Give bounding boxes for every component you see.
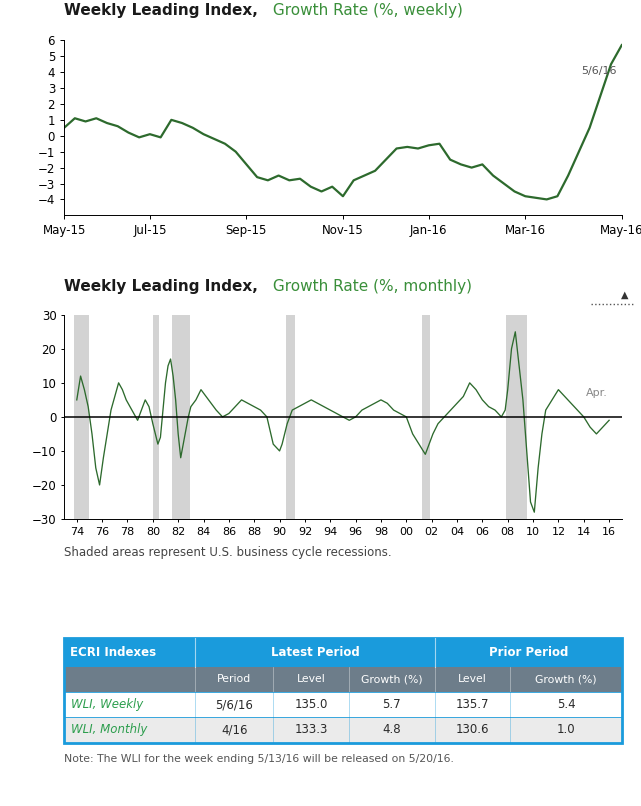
- Text: Growth (%): Growth (%): [361, 675, 422, 684]
- Text: ECRI Indexes: ECRI Indexes: [70, 646, 156, 659]
- Text: 5/6/16: 5/6/16: [581, 66, 617, 76]
- Text: 5/6/16: 5/6/16: [215, 698, 253, 711]
- Text: 5.4: 5.4: [556, 698, 576, 711]
- Text: Growth Rate (%, monthly): Growth Rate (%, monthly): [268, 280, 472, 294]
- Text: Weekly Leading Index,: Weekly Leading Index,: [64, 2, 258, 18]
- Bar: [506, 315, 527, 519]
- Text: WLI, Monthly: WLI, Monthly: [71, 724, 147, 737]
- Text: Level: Level: [297, 675, 325, 684]
- Text: Note: The WLI for the week ending 5/13/16 will be released on 5/20/16.: Note: The WLI for the week ending 5/13/1…: [64, 754, 454, 764]
- Text: ▲: ▲: [620, 289, 628, 300]
- Text: 1.0: 1.0: [556, 724, 576, 737]
- Bar: [153, 315, 159, 519]
- Text: 135.0: 135.0: [294, 698, 328, 711]
- Text: 135.7: 135.7: [456, 698, 489, 711]
- Text: 5.7: 5.7: [383, 698, 401, 711]
- Bar: [74, 315, 90, 519]
- Text: WLI, Weekly: WLI, Weekly: [71, 698, 143, 711]
- Text: Growth (%): Growth (%): [535, 675, 597, 684]
- Text: Prior Period: Prior Period: [488, 646, 568, 659]
- Bar: [64, 638, 622, 667]
- Bar: [286, 315, 295, 519]
- Bar: [422, 315, 430, 519]
- Text: Shaded areas represent U.S. business cycle recessions.: Shaded areas represent U.S. business cyc…: [64, 546, 392, 559]
- Bar: [64, 638, 622, 742]
- Bar: [64, 692, 622, 717]
- Text: Weekly Leading Index,: Weekly Leading Index,: [64, 280, 258, 294]
- Text: Period: Period: [217, 675, 251, 684]
- Bar: [64, 717, 622, 742]
- Text: 4/16: 4/16: [221, 724, 247, 737]
- Text: Apr.: Apr.: [587, 388, 608, 398]
- Text: Latest Period: Latest Period: [271, 646, 360, 659]
- Text: Level: Level: [458, 675, 487, 684]
- Text: 4.8: 4.8: [383, 724, 401, 737]
- Text: Growth Rate (%, weekly): Growth Rate (%, weekly): [268, 2, 463, 18]
- Text: 133.3: 133.3: [294, 724, 328, 737]
- Bar: [64, 667, 622, 692]
- Text: 130.6: 130.6: [456, 724, 489, 737]
- Bar: [172, 315, 190, 519]
